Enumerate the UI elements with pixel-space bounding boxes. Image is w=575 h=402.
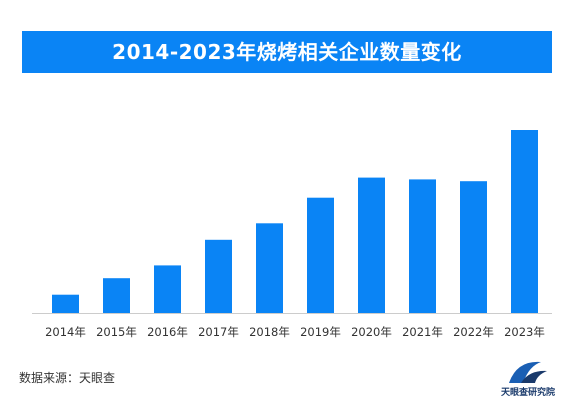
x-tick-label: 2021年 <box>402 325 443 339</box>
bar-2017年 <box>205 239 232 313</box>
x-tick-label: 2022年 <box>453 325 494 339</box>
data-source: 数据来源：天眼查 <box>19 371 116 385</box>
bar-2015年 <box>103 278 130 313</box>
bar-2016年 <box>154 265 181 313</box>
chart-title: 2014-2023年烧烤相关企业数量变化 <box>22 31 552 73</box>
x-tick-label: 2015年 <box>96 325 137 339</box>
bar-2019年 <box>307 197 334 313</box>
x-tick-label: 2020年 <box>351 325 392 339</box>
bar-2021年 <box>409 179 436 313</box>
x-tick-label: 2014年 <box>45 325 86 339</box>
x-tick-label: 2018年 <box>249 325 290 339</box>
logo-text: 天眼查研究院 <box>500 388 555 398</box>
x-tick-label: 2016年 <box>147 325 188 339</box>
logo-icon <box>509 361 547 383</box>
bar-2020年 <box>358 177 385 313</box>
tianyancha-logo: 天眼查研究院 <box>497 358 559 398</box>
bar-2023年 <box>511 130 538 313</box>
x-tick-label: 2023年 <box>504 325 545 339</box>
bar-2018年 <box>256 223 283 313</box>
bar-2014年 <box>52 294 79 313</box>
x-tick-label: 2019年 <box>300 325 341 339</box>
bar-2022年 <box>460 181 487 313</box>
x-tick-label: 2017年 <box>198 325 239 339</box>
